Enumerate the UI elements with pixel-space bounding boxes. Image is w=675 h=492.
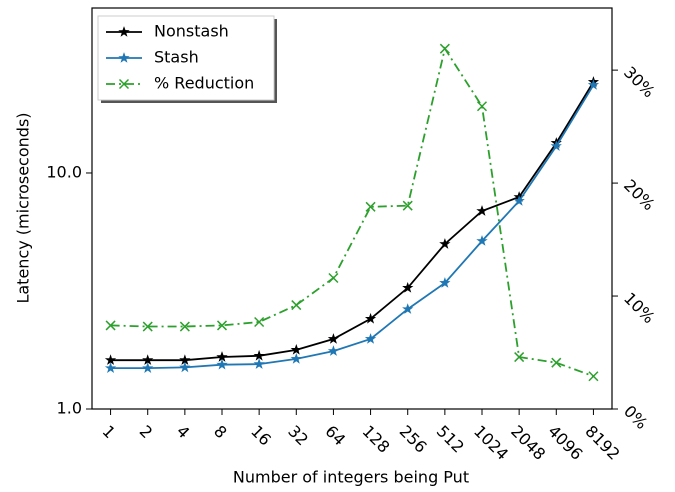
star-marker: [179, 361, 191, 373]
plot-frame: [91, 7, 613, 410]
x-marker: [514, 352, 525, 363]
star-marker: [216, 358, 228, 370]
star-marker: [142, 362, 154, 373]
x-tick-label: 16: [247, 422, 275, 450]
star-marker: [327, 345, 340, 356]
x-marker: [179, 321, 190, 332]
star-marker: [439, 238, 451, 249]
star-marker: [290, 352, 302, 364]
star-marker: [118, 26, 130, 37]
x-axis-label: Number of integers being Put: [233, 468, 469, 487]
x-marker: [402, 200, 413, 211]
y2-tick-label: 0%: [620, 402, 651, 433]
star-marker: [402, 282, 414, 293]
star-marker: [476, 205, 488, 216]
x-tick-label: 8192: [581, 422, 623, 464]
series-line: [110, 84, 595, 369]
series-line: [110, 46, 594, 378]
star-marker: [327, 333, 340, 344]
star-marker: [290, 343, 302, 355]
x-tick-label: 2: [136, 422, 157, 443]
star-marker: [513, 195, 525, 206]
x-tick-label: 4: [173, 422, 194, 443]
x-tick-label: 1: [99, 422, 120, 443]
x-marker: [439, 43, 450, 54]
star-marker: [364, 312, 377, 324]
x-tick-label: 128: [359, 422, 394, 457]
x-tick-label: 512: [433, 422, 468, 457]
star-marker: [439, 277, 451, 288]
star-marker: [118, 52, 130, 63]
y2-tick-label: 20%: [620, 176, 659, 215]
x-marker: [254, 316, 265, 328]
x-tick-label: 2048: [507, 422, 549, 464]
x-marker: [216, 320, 228, 331]
x-marker: [291, 300, 302, 311]
x-tick-label: 4096: [544, 422, 586, 464]
x-marker: [105, 320, 116, 331]
star-marker: [253, 358, 265, 369]
star-marker: [104, 362, 117, 373]
x-marker: [365, 201, 376, 212]
legend-label: Nonstash: [154, 22, 229, 41]
star-marker: [476, 235, 488, 246]
y-tick-label: 10.0: [46, 162, 82, 181]
legend-label: Stash: [154, 48, 199, 67]
x-marker: [142, 321, 153, 332]
x-marker: [551, 357, 562, 368]
star-marker: [364, 333, 377, 344]
x-marker: [328, 272, 339, 283]
y-axis-label: Latency (microseconds): [14, 112, 33, 303]
y-tick-label: 1.0: [57, 399, 82, 418]
x-tick-label: 64: [321, 422, 349, 450]
x-tick-label: 256: [396, 422, 431, 457]
series-line: [110, 81, 595, 362]
x-tick-label: 32: [284, 422, 312, 450]
y2-tick-label: 10%: [620, 289, 659, 328]
star-marker: [253, 349, 265, 361]
star-marker: [402, 303, 414, 314]
x-tick-label: 1024: [470, 422, 512, 464]
x-marker: [476, 101, 488, 112]
legend-label: % Reduction: [154, 74, 254, 93]
x-marker: [588, 371, 599, 382]
star-marker: [587, 79, 600, 90]
star-marker: [550, 140, 562, 151]
x-marker: [118, 78, 130, 90]
y2-tick-label: 30%: [620, 63, 659, 102]
x-tick-label: 8: [210, 422, 231, 443]
